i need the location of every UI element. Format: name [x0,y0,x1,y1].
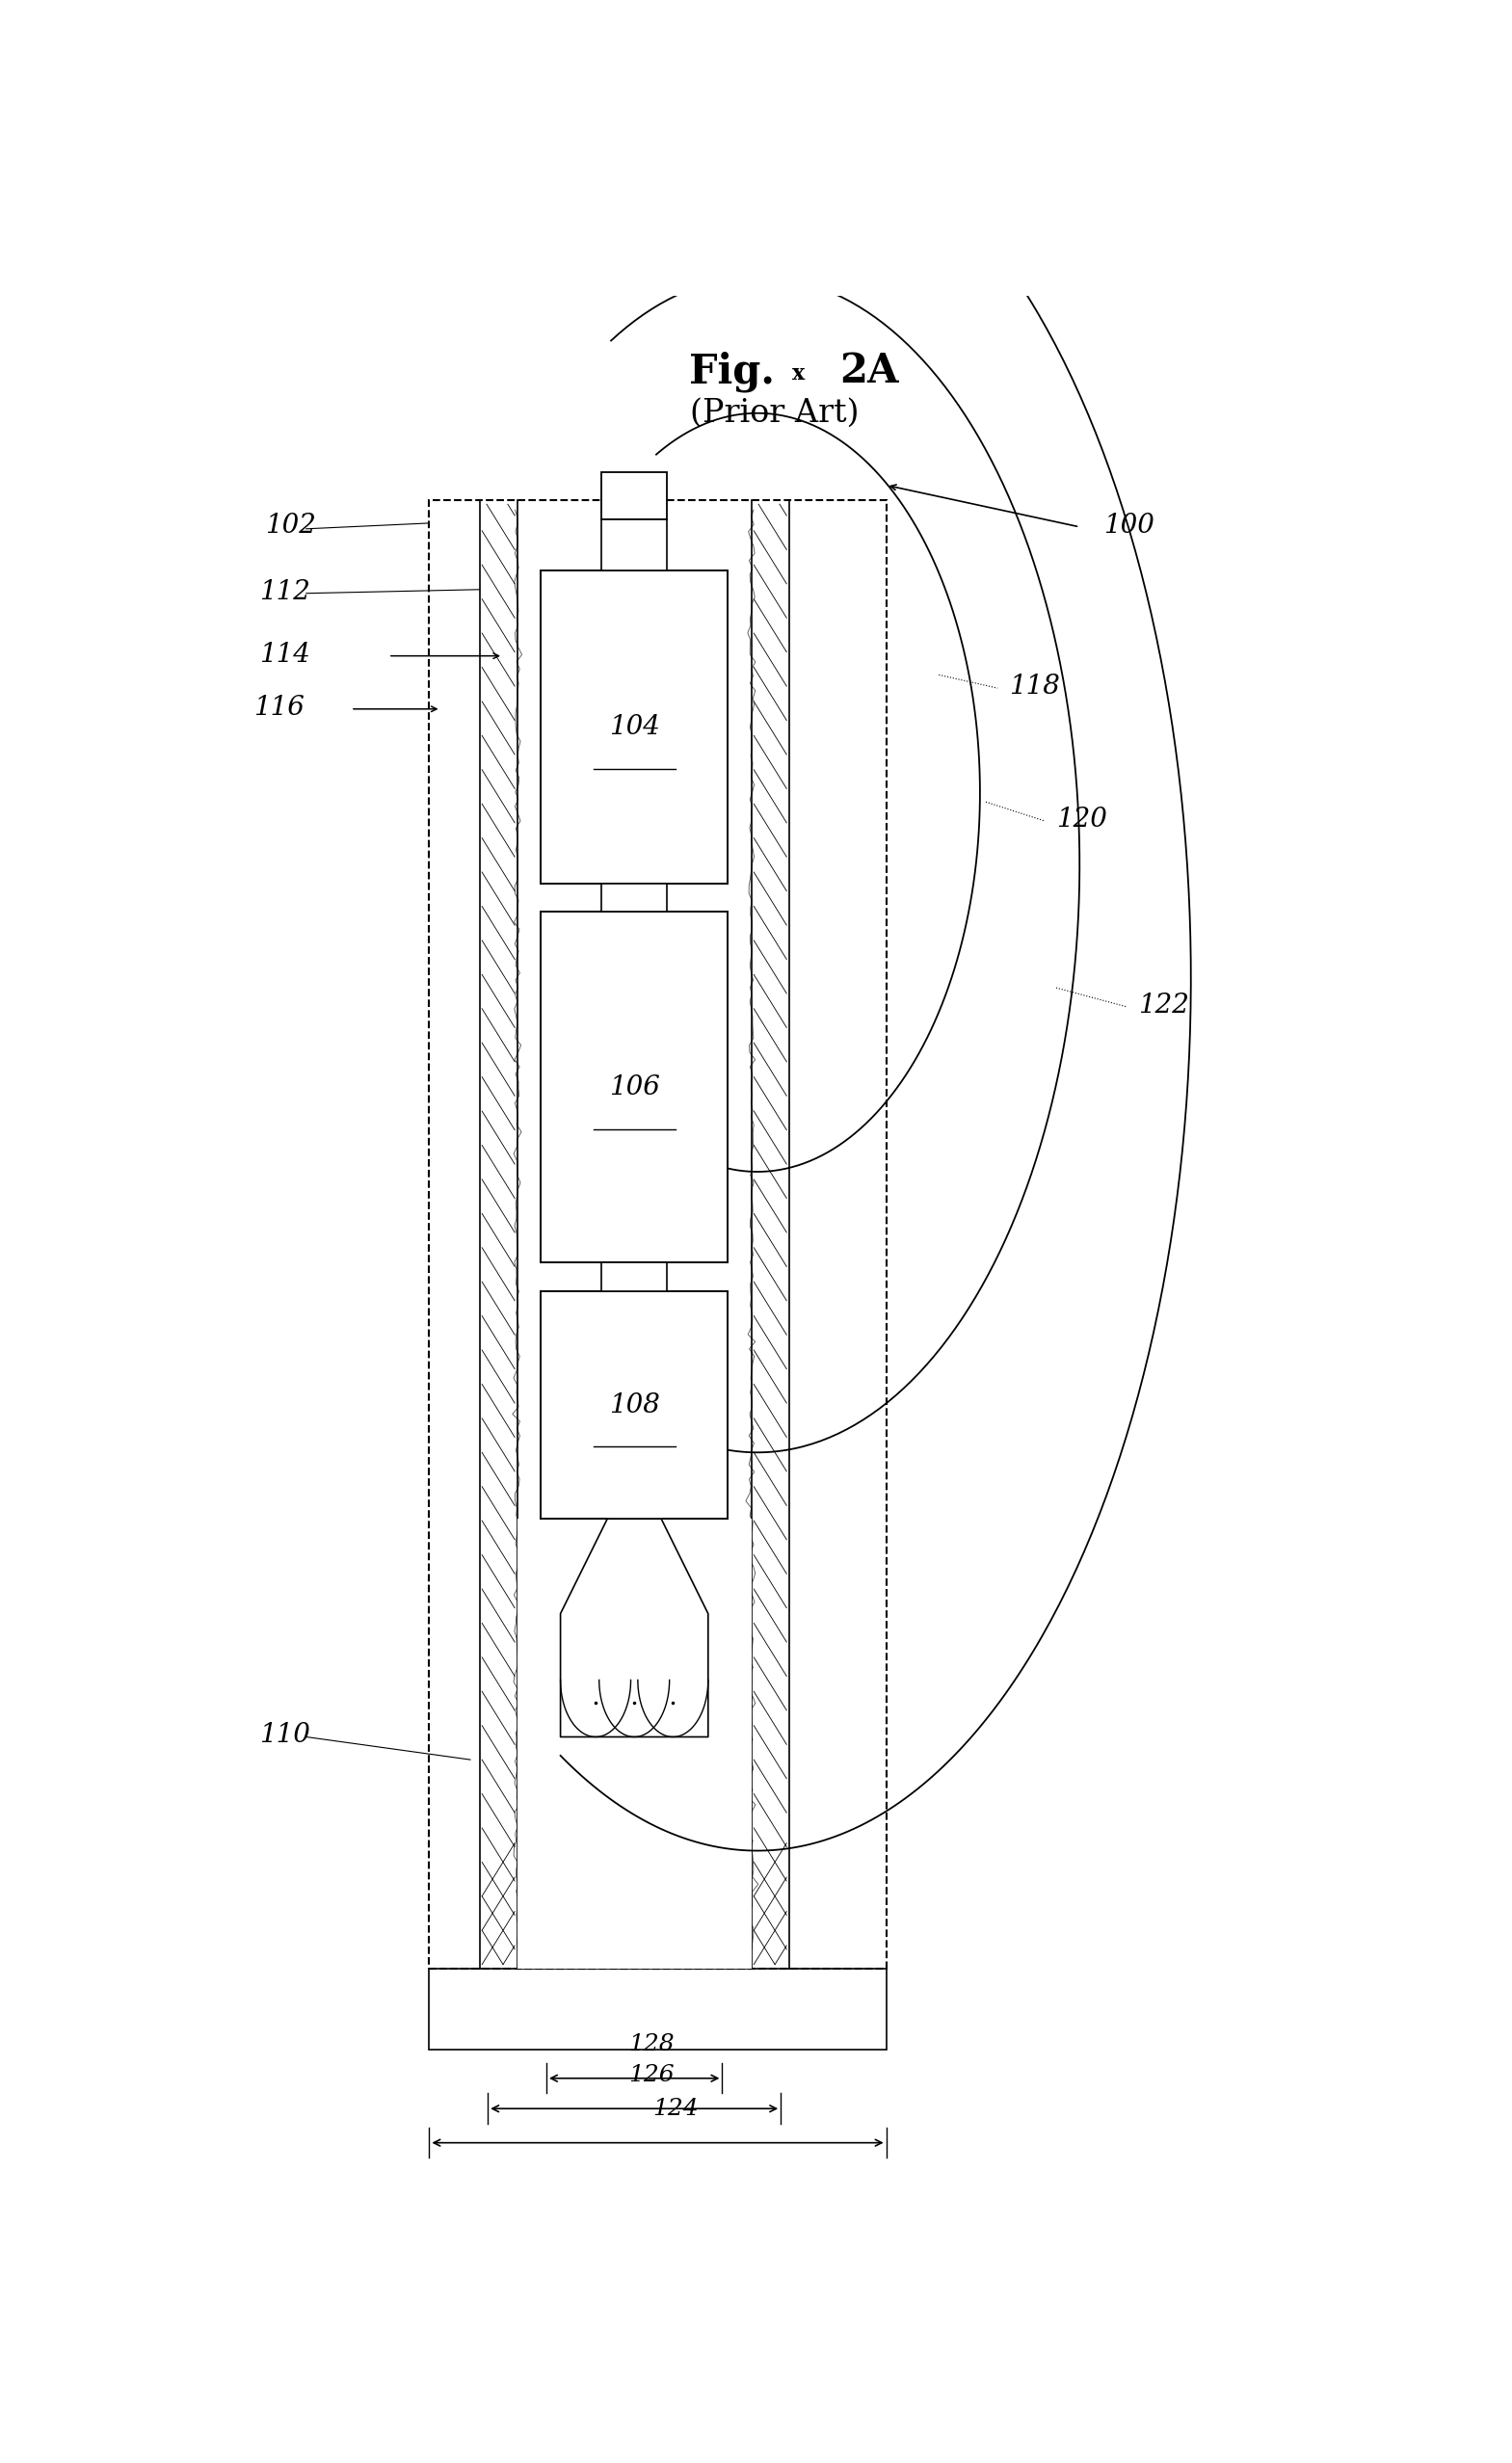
Text: 126: 126 [629,2064,674,2086]
Bar [517,1520,751,1968]
Text: 112: 112 [260,579,310,606]
Text: 108: 108 [609,1392,659,1419]
Bar [541,1291,729,1520]
Polygon shape [638,1680,708,1736]
Text: 120: 120 [1055,805,1107,832]
Text: 2A: 2A [839,352,898,392]
Text: 102: 102 [265,512,316,539]
Polygon shape [599,1680,670,1736]
Text: 116: 116 [254,695,304,722]
Text: 110: 110 [260,1722,310,1749]
Bar [602,473,667,520]
Text: 122: 122 [1139,993,1188,1017]
Text: 100: 100 [1104,512,1154,539]
Text: (Prior Art): (Prior Art) [691,397,859,429]
Bar [602,1264,667,1291]
Text: 114: 114 [260,640,310,667]
Bar [429,500,886,1968]
Text: 128: 128 [629,2034,674,2057]
Text: 104: 104 [609,714,659,739]
Bar [541,911,729,1264]
Polygon shape [561,1520,708,1736]
Text: 118: 118 [1009,672,1060,699]
Text: Fig.: Fig. [689,350,776,392]
Text: 124: 124 [652,2098,699,2121]
Text: 106: 106 [609,1074,659,1101]
Bar [602,884,667,911]
Bar [429,1968,886,2049]
Bar [541,571,729,884]
Bar [602,520,667,571]
Text: x: x [792,365,806,384]
Polygon shape [561,1680,631,1736]
